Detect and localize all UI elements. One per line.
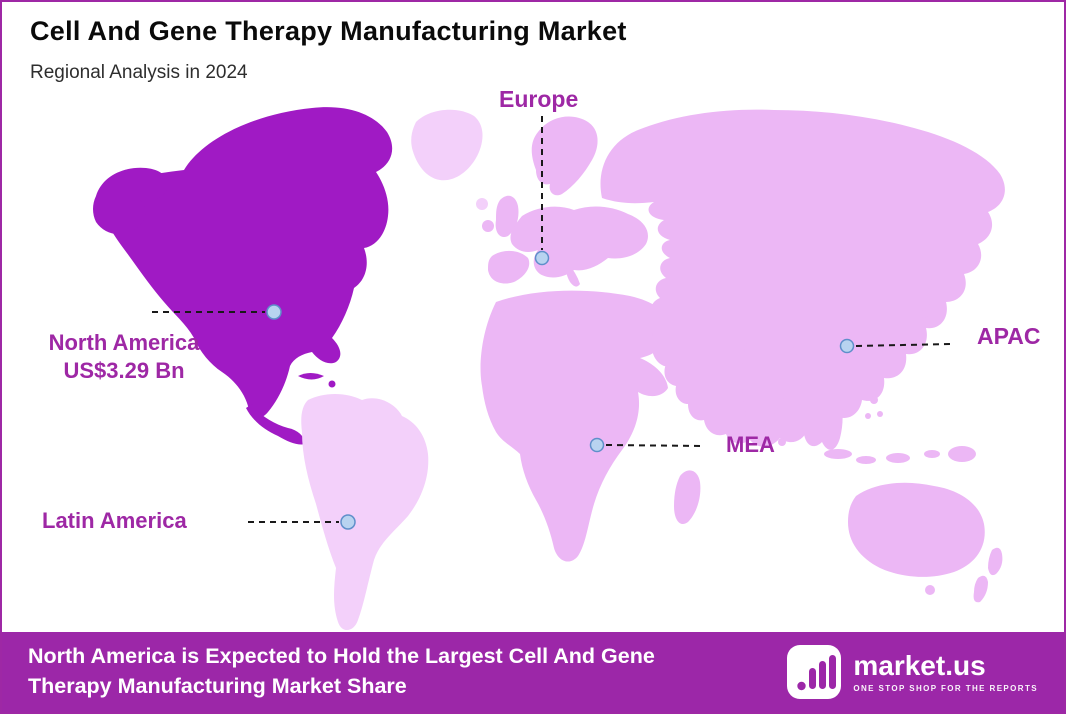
marketus-logo-icon <box>787 645 842 699</box>
australia-region <box>848 482 985 577</box>
alaska-region <box>93 167 168 235</box>
logo-tagline: ONE STOP SHOP FOR THE REPORTS <box>853 683 1038 693</box>
scandinavia-region <box>531 116 598 196</box>
japan-region <box>927 265 952 308</box>
label-europe: Europe <box>499 86 579 112</box>
apac-marker <box>839 338 855 354</box>
europe-marker <box>534 250 550 266</box>
label-latin-america: Latin America <box>42 508 187 533</box>
iceland-region <box>476 198 488 210</box>
europe-mainland-region <box>510 206 648 278</box>
label-north-america: North America US$3.29 Bn <box>8 329 240 385</box>
britain-region <box>495 195 519 238</box>
asia-region <box>600 109 1005 447</box>
marketus-logo: market.us ONE STOP SHOP FOR THE REPORTS <box>787 645 1038 699</box>
greenland-region <box>411 109 483 181</box>
mea-leader-line <box>605 444 705 447</box>
cuba-region <box>298 373 324 380</box>
footer-banner: North America is Expected to Hold the La… <box>2 632 1064 712</box>
north-america-region <box>104 107 393 418</box>
page-subtitle: Regional Analysis in 2024 <box>30 62 248 83</box>
indonesia-island-2 <box>856 456 876 464</box>
ireland-region <box>482 220 494 232</box>
banner-text: North America is Expected to Hold the La… <box>28 644 655 698</box>
south-america-region <box>301 394 429 631</box>
apac-leader-line <box>855 343 951 347</box>
philippines-island-2 <box>877 411 883 417</box>
new-guinea-region <box>948 446 976 462</box>
label-mea: MEA <box>726 432 775 457</box>
hispaniola-region <box>328 380 336 388</box>
japan-south-island <box>920 310 928 318</box>
southeast-asia-region <box>798 377 843 450</box>
north-america-value: US$3.29 Bn <box>63 358 185 383</box>
india-region <box>742 337 798 433</box>
indonesia-island-4 <box>924 450 940 458</box>
new-zealand-north-region <box>988 547 1003 576</box>
latin-america-marker <box>340 514 356 530</box>
italy-region <box>566 264 580 287</box>
madagascar-region <box>674 470 701 525</box>
north-america-marker <box>266 304 282 320</box>
central-america-region <box>246 404 306 445</box>
philippines-island-1 <box>870 396 878 404</box>
philippines-island-3 <box>865 413 871 419</box>
north-america-name: North America <box>48 330 200 355</box>
logo-text: market.us ONE STOP SHOP FOR THE REPORTS <box>853 649 1038 693</box>
tasmania-region <box>925 585 935 595</box>
logo-brand: market.us <box>853 649 986 681</box>
indonesia-island-1 <box>824 449 852 459</box>
new-zealand-south-region <box>973 575 988 603</box>
mea-marker <box>589 437 605 453</box>
label-apac: APAC <box>977 323 1041 349</box>
sri-lanka-region <box>778 438 786 446</box>
page-title: Cell And Gene Therapy Manufacturing Mark… <box>30 16 627 46</box>
africa-region <box>480 290 669 562</box>
iberia-region <box>488 250 530 284</box>
indonesia-island-3 <box>886 453 910 463</box>
